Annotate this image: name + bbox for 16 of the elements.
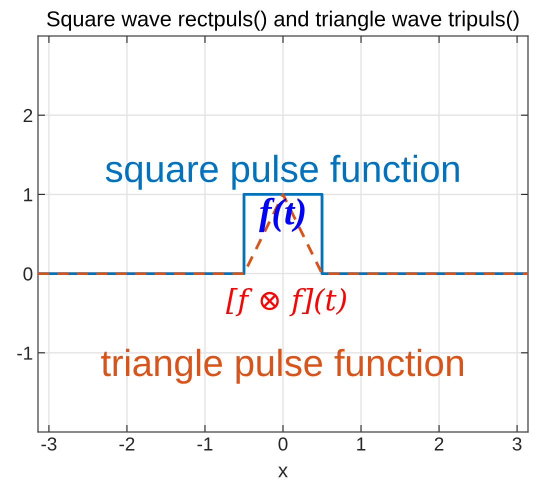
annotation: square pulse function (106, 154, 459, 190)
x-tick-label: -3 (41, 437, 56, 451)
x-tick-label: -1 (197, 438, 212, 450)
chart-title: Square wave rectpuls() and triangle wave tripuls() (47, 10, 519, 31)
x-tick-label: 0 (278, 437, 288, 451)
y-tick-label: 1 (24, 188, 32, 202)
y-tick-label: 0 (23, 267, 32, 281)
x-tick-label: 2 (434, 437, 444, 450)
annotation: [f ⊗ f](t) (226, 288, 346, 316)
x-tick-label: -2 (119, 437, 134, 450)
y-tick-label: -1 (17, 346, 32, 360)
y-tick-label: 2 (24, 108, 32, 122)
x-tick-label: 1 (357, 438, 366, 450)
x-axis-title: x (278, 466, 288, 478)
x-tick-label: 3 (512, 437, 522, 451)
annotation: triangle pulse function (101, 348, 463, 384)
